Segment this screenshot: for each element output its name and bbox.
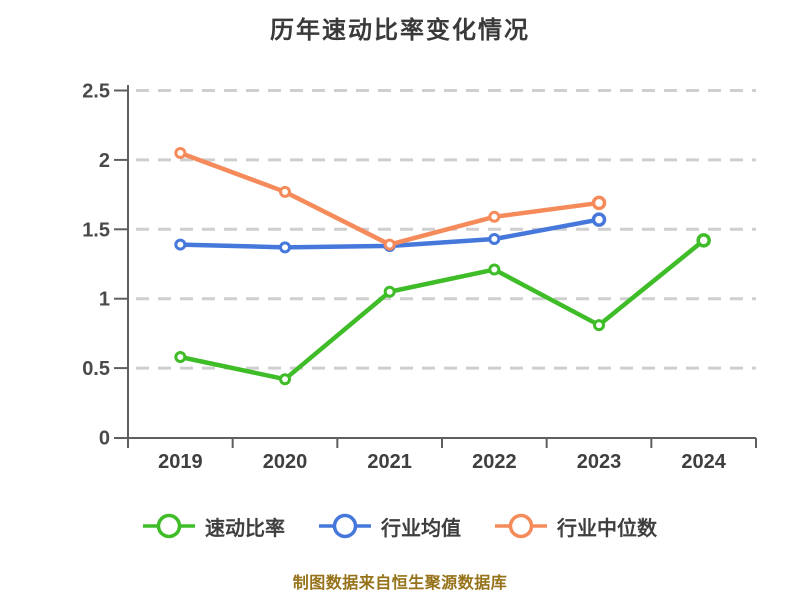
marker-industry-median-2020	[279, 185, 291, 198]
legend-label-quick-ratio: 速动比率	[205, 517, 285, 540]
legend-marker-industry-median	[495, 513, 547, 539]
marker-quick-ratio-2019	[174, 350, 187, 363]
marker-quick-ratio-2022	[488, 263, 501, 276]
legend-marker-industry-average	[319, 513, 371, 539]
legend-item-quick-ratio: 速动比率	[143, 511, 285, 541]
marker-industry-median-2021	[383, 238, 396, 251]
y-tick-label: 1.5	[82, 219, 110, 241]
legend-label-industry-median: 行业中位数	[557, 517, 657, 540]
marker-quick-ratio-2020	[279, 373, 291, 386]
y-tick-label: 2	[99, 150, 110, 172]
x-axis-label: 2022	[472, 451, 517, 473]
y-tick-label: 0.5	[82, 358, 110, 380]
chart-title: 历年速动比率变化情况	[270, 17, 530, 44]
x-axis-label: 2020	[263, 451, 308, 473]
y-tick-label: 2.5	[82, 81, 110, 103]
data-source-caption: 制图数据来自恒生聚源数据库	[292, 575, 508, 592]
marker-industry-median-2022	[488, 210, 501, 223]
legend-item-industry-average: 行业均值	[319, 511, 461, 541]
legend-marker-quick-ratio	[143, 513, 195, 539]
x-axis-label: 2023	[577, 451, 622, 473]
marker-quick-ratio-2021	[383, 285, 396, 298]
y-tick-label: 0	[99, 428, 110, 450]
marker-industry-average-2023	[591, 212, 607, 227]
marker-quick-ratio-2023	[593, 319, 605, 332]
marker-industry-average-2022	[488, 233, 501, 246]
marker-industry-average-2019	[174, 238, 187, 251]
series-line-quick-ratio	[178, 238, 706, 382]
x-axis-label: 2024	[681, 451, 726, 473]
x-axis-label: 2019	[158, 451, 203, 473]
marker-industry-median-2019	[174, 146, 187, 159]
marker-industry-median-2023	[591, 195, 607, 211]
x-axis-label: 2021	[367, 451, 412, 473]
chart-legend: 速动比率 行业均值 行业中位数	[0, 511, 800, 541]
legend-label-industry-average: 行业均值	[381, 517, 461, 540]
y-tick-label: 1	[99, 289, 110, 311]
marker-industry-average-2020	[279, 241, 291, 254]
marker-quick-ratio-2024	[696, 233, 711, 248]
legend-item-industry-median: 行业中位数	[495, 511, 657, 541]
